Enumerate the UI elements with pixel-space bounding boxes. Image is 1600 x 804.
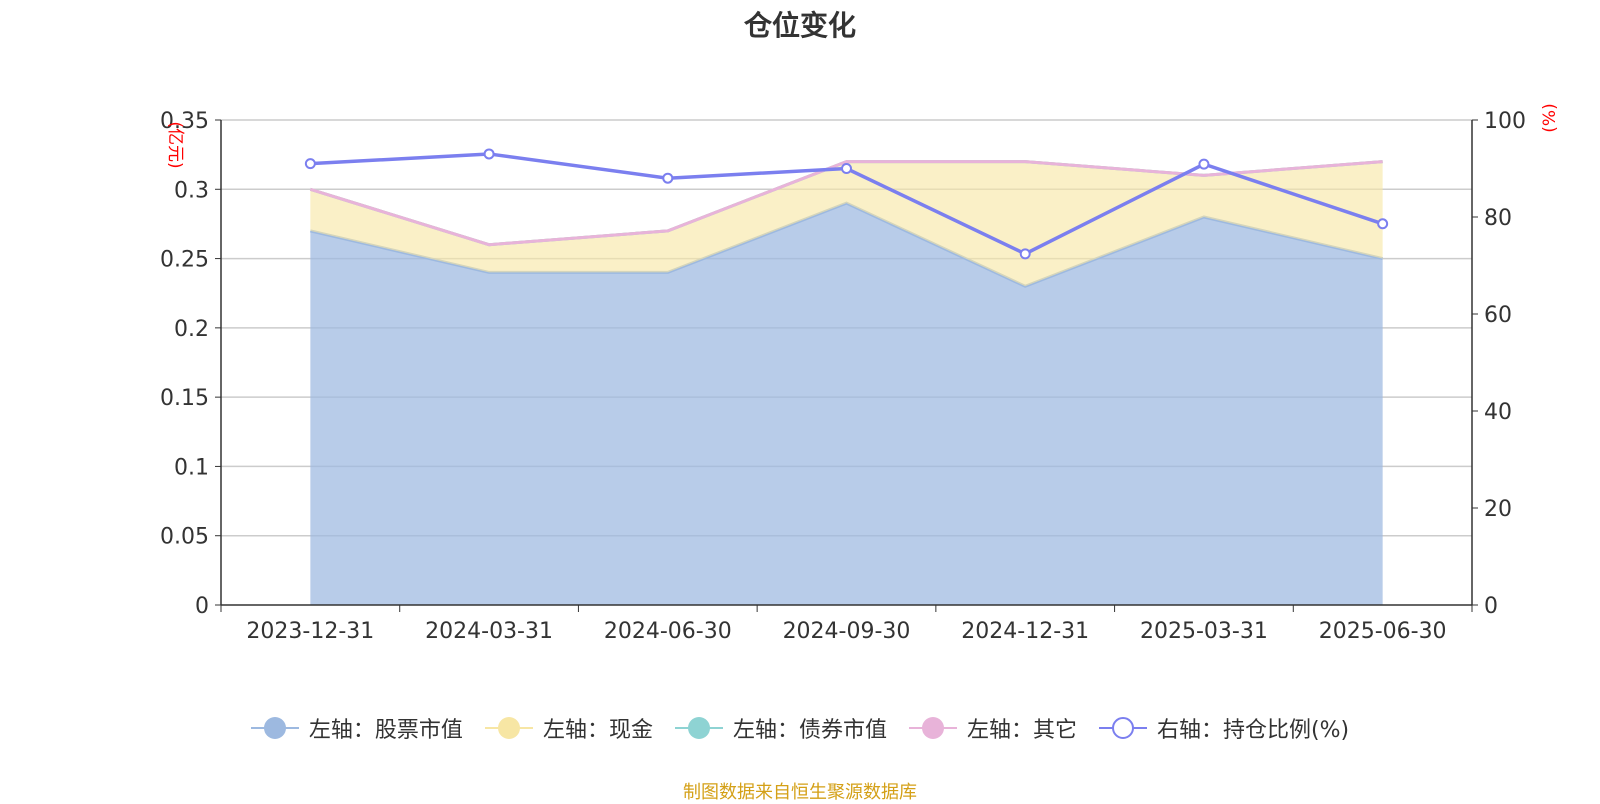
chart-title: 仓位变化 [743,9,856,42]
right-axis-tick-label: 100 [1484,109,1526,134]
line-point [483,148,495,160]
legend-item[interactable]: 左轴：债券市值 [674,712,887,744]
legend-symbol-icon [674,716,723,740]
area-series-0 [310,203,1383,605]
area-series-1 [310,161,1383,287]
left-axis-tick-label: 0.1 [174,455,209,480]
x-axis-label: 2024-06-30 [604,619,732,644]
x-axis-label: 2024-09-30 [783,619,911,644]
x-axis-label: 2024-03-31 [425,619,553,644]
legend-symbol-icon [908,716,957,740]
line-point [1377,218,1389,230]
right-axis-tick-label: 60 [1484,303,1512,328]
right-axis-tick-label: 40 [1484,400,1512,425]
line-point [1198,158,1210,170]
left-axis-tick-label: 0.35 [160,109,209,134]
x-axis-label: 2023-12-31 [246,619,374,644]
x-axis-label: 2025-03-31 [1140,619,1268,644]
right-axis-tick-label: 0 [1484,594,1498,619]
left-axis-tick-label: 0 [195,594,209,619]
x-axis-label: 2024-12-31 [961,619,1089,644]
legend-label: 左轴：其它 [966,718,1077,743]
area-line-series-3 [309,160,1383,247]
legend-symbol-icon [484,716,533,740]
x-axis-label: 2025-06-30 [1319,619,1447,644]
legend-symbol-icon [1098,716,1147,740]
left-axis-tick-label: 0.05 [160,525,209,550]
legend-label: 右轴：持仓比例(%) [1156,718,1350,743]
left-axis-tick-label: 0.25 [160,248,209,273]
right-axis-tick-label: 20 [1484,497,1512,522]
right-axis-unit: (%) [1540,103,1560,132]
right-axis-tick-label: 80 [1484,206,1512,231]
line-point [1019,248,1031,260]
legend-item[interactable]: 左轴：其它 [908,712,1077,744]
left-axis-tick-label: 0.15 [160,386,209,411]
legend-label: 左轴：债券市值 [732,718,887,743]
left-axis-tick-label: 0.3 [174,178,209,203]
legend-item[interactable]: 左轴：现金 [484,712,653,744]
legend-item[interactable]: 左轴：股票市值 [250,712,463,744]
legend-symbol-icon [250,716,299,740]
legend-label: 左轴：现金 [542,718,653,743]
line-point [662,172,674,184]
left-axis-unit: (亿元) [165,121,185,168]
legend: 左轴：股票市值 左轴：现金 左轴：债券市值 左轴：其它 右轴：持仓比例(%) [0,712,1600,744]
legend-item[interactable]: 右轴：持仓比例(%) [1098,712,1350,744]
legend-label: 左轴：股票市值 [308,718,463,743]
source-note: 制图数据来自恒生聚源数据库 [683,782,917,803]
line-point [304,158,316,170]
left-axis-tick-label: 0.2 [174,317,209,342]
line-point [841,163,852,174]
